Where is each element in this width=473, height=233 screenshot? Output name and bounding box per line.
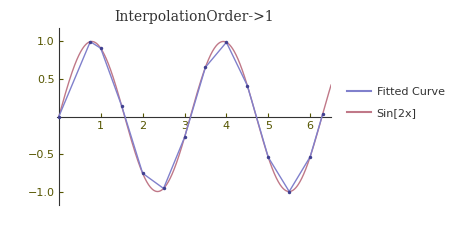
Legend: Fitted Curve, Sin[2x]: Fitted Curve, Sin[2x] <box>342 82 449 122</box>
Title: InterpolationOrder->1: InterpolationOrder->1 <box>114 10 274 24</box>
